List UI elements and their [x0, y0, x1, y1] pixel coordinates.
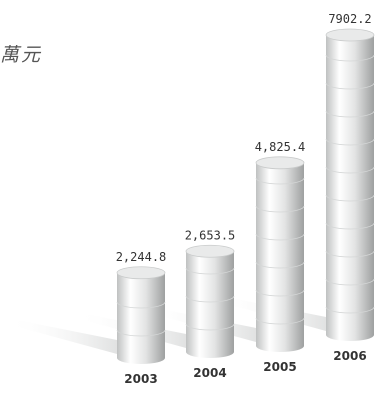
bar-body — [326, 35, 374, 341]
bar-body — [117, 273, 165, 364]
bar-top — [256, 157, 304, 169]
bar-body — [186, 251, 234, 358]
category-label: 2003 — [124, 372, 157, 386]
category-label: 2005 — [263, 360, 296, 374]
bar-2003 — [117, 267, 165, 364]
bar-2005 — [256, 157, 304, 352]
category-label: 2004 — [193, 366, 226, 380]
value-label: 2,244.8 — [116, 250, 167, 264]
value-label: 2,653.5 — [185, 228, 236, 242]
bar-top — [117, 267, 165, 279]
value-label: 4,825.4 — [255, 140, 306, 154]
bar-2006 — [326, 29, 374, 341]
bars-group — [117, 29, 374, 364]
bar-top — [186, 245, 234, 257]
category-label: 2006 — [333, 349, 366, 363]
value-label: 7902.2 — [328, 12, 371, 26]
bar-top — [326, 29, 374, 41]
bar-2004 — [186, 245, 234, 358]
